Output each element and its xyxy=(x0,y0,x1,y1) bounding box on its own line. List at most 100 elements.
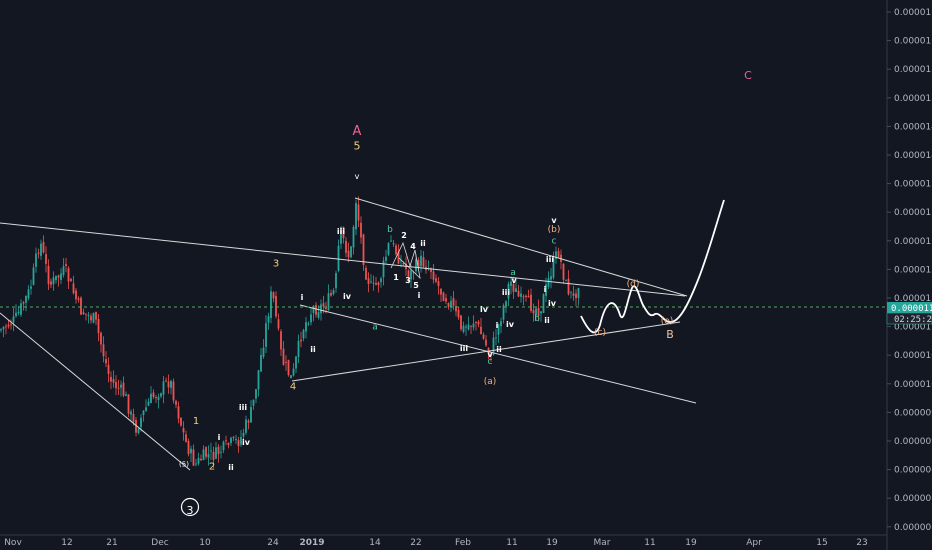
candle-body xyxy=(272,292,275,299)
candle-body xyxy=(330,292,332,296)
candle-body xyxy=(360,222,362,238)
price-tick-label: 0.00001450 xyxy=(894,122,932,132)
candle-body xyxy=(492,337,495,355)
candle-body xyxy=(107,364,110,374)
candle-body xyxy=(570,291,572,293)
candle-body xyxy=(207,454,210,458)
time-tick-label: 24 xyxy=(267,538,279,548)
candle-body xyxy=(402,262,405,265)
candle-body xyxy=(387,243,390,255)
candle-body xyxy=(292,368,295,376)
time-tick-label: 19 xyxy=(685,538,697,548)
candle-body xyxy=(482,334,485,339)
candle-body xyxy=(47,265,50,285)
candle-body xyxy=(527,296,530,298)
price-tick-label: 0.00001000 xyxy=(894,380,932,390)
candle-body xyxy=(215,447,217,459)
sub-wave-label: ii xyxy=(420,239,426,248)
candle-body xyxy=(310,314,312,323)
candle-body xyxy=(142,410,145,415)
price-tick-label: 0.00001350 xyxy=(894,180,932,190)
candle-body xyxy=(300,339,302,342)
price-axis-ticks: 0.00001650 0.00001600 0.00001550 0.00001500… xyxy=(887,8,932,533)
price-axis-background[interactable] xyxy=(887,0,932,550)
sub-wave-label: iv xyxy=(242,438,251,447)
candle-body xyxy=(130,411,132,415)
price-tags: 0.0000113402:25:27 xyxy=(886,302,932,325)
price-tick-label: 0.00000850 xyxy=(894,466,932,476)
candle-body xyxy=(67,268,70,282)
candle-body xyxy=(347,250,350,258)
candle-body xyxy=(265,323,267,347)
sub-wave-label: i xyxy=(418,291,421,300)
candle-body xyxy=(270,291,272,318)
candle-body xyxy=(147,401,150,406)
candle-body xyxy=(367,278,370,285)
plot-background xyxy=(0,0,887,535)
candle-body xyxy=(530,294,532,311)
candle-body xyxy=(160,393,162,397)
candle-body xyxy=(395,245,397,255)
candle-body xyxy=(92,313,95,323)
candle-body xyxy=(342,227,345,239)
candle-body xyxy=(62,266,65,276)
candle-body xyxy=(357,204,360,221)
sub-wave-label: iii xyxy=(502,288,510,297)
candle-body xyxy=(545,284,547,296)
candle-body xyxy=(372,282,375,284)
candle-body xyxy=(280,331,282,350)
candle-body xyxy=(517,290,520,297)
candle-body xyxy=(447,303,450,307)
candle-body xyxy=(230,437,232,444)
candle-body xyxy=(217,446,220,455)
candle-body xyxy=(0,329,2,331)
time-tick-label: 12 xyxy=(61,538,72,548)
time-tick-label: 14 xyxy=(369,538,381,548)
price-tick-label: 0.00000800 xyxy=(894,494,932,504)
candle-body xyxy=(505,301,507,307)
candle-body xyxy=(82,312,85,315)
wave-label: (e) xyxy=(661,317,674,327)
candle-body xyxy=(572,293,575,296)
time-tick-label: 15 xyxy=(816,538,827,548)
time-tick-label: 19 xyxy=(546,538,558,548)
candle-body xyxy=(125,394,127,396)
candle-body xyxy=(317,312,320,318)
candle-body xyxy=(105,359,107,364)
candle-body xyxy=(237,440,240,447)
time-tick-label: Feb xyxy=(455,538,471,548)
candle-body xyxy=(210,450,212,452)
sub-wave-label: v xyxy=(487,350,493,359)
candle-body xyxy=(542,294,545,313)
candle-body xyxy=(182,428,185,433)
wave-label: 3 xyxy=(273,259,279,270)
candle-body xyxy=(155,396,157,398)
sub-wave-label: iv xyxy=(343,292,352,301)
candle-body xyxy=(555,251,557,259)
candle-body xyxy=(532,310,535,314)
time-tick-label: 11 xyxy=(644,538,655,548)
time-tick-label: 11 xyxy=(506,538,517,548)
candle-body xyxy=(110,376,112,382)
candle-body xyxy=(410,270,412,280)
price-tick-label: 0.00001100 xyxy=(894,323,932,333)
candle-body xyxy=(437,281,440,287)
candle-body xyxy=(260,355,262,372)
wave-label: (b) xyxy=(548,225,561,235)
sub-wave-label: 2 xyxy=(401,231,407,240)
sub-wave-label: iv xyxy=(480,305,489,314)
candle-body xyxy=(137,428,140,434)
candle-body xyxy=(140,417,142,428)
candle-body xyxy=(567,278,570,295)
candle-body xyxy=(145,407,147,411)
candle-body xyxy=(332,290,335,295)
wave-label: 4 xyxy=(290,382,296,393)
candle-body xyxy=(22,302,25,304)
candle-body xyxy=(25,295,27,303)
lower-left-line xyxy=(0,312,191,471)
sub-wave-label: i xyxy=(496,321,499,330)
candle-body xyxy=(135,420,137,433)
wave-3-circle xyxy=(180,497,200,517)
candle-body xyxy=(195,463,197,465)
